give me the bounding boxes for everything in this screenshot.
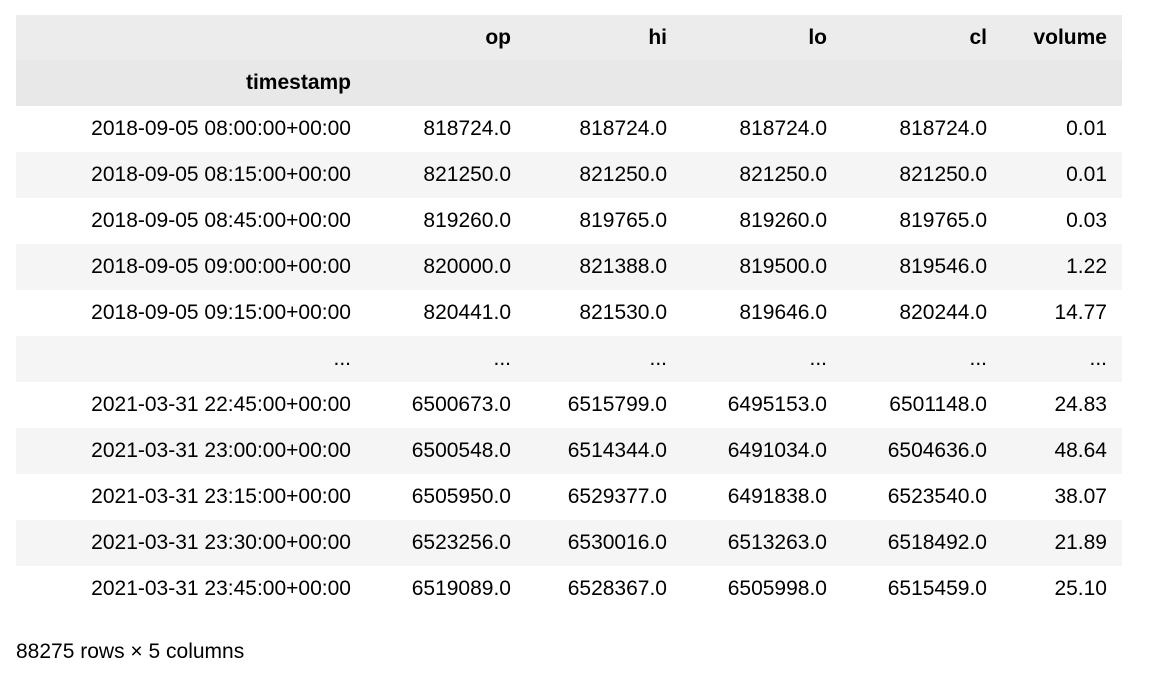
table-row: 2018-09-05 08:45:00+00:00 819260.0 819765.… [16, 198, 1122, 244]
lo-cell: 819500.0 [739, 255, 827, 278]
cl-cell: 6504636.0 [887, 439, 987, 462]
column-header-hi: hi [526, 15, 682, 60]
table-shape-footer: 88275 rows × 5 columns [16, 640, 245, 663]
table-row: 2018-09-05 08:15:00+00:00 821250.0 821250.… [16, 152, 1122, 198]
hi-cell: 818724.0 [579, 117, 667, 140]
volume-cell: 48.64 [1054, 439, 1107, 462]
op-cell: 820441.0 [423, 301, 511, 324]
op-cell: 6500673.0 [411, 393, 511, 416]
column-header-op: op [366, 15, 526, 60]
dataframe-table: op hi lo cl volume timestamp 2018-09-05 … [16, 15, 1122, 612]
lo-cell: 6495153.0 [727, 393, 827, 416]
timestamp-cell: ... [333, 347, 351, 370]
op-cell: 818724.0 [423, 117, 511, 140]
table-row: 2018-09-05 08:00:00+00:00 818724.0 818724.… [16, 106, 1122, 152]
column-header-lo: lo [682, 15, 842, 60]
op-cell: 6523256.0 [411, 531, 511, 554]
hi-cell: 6529377.0 [567, 485, 667, 508]
timestamp-cell: 2018-09-05 08:00:00+00:00 [91, 117, 351, 140]
volume-cell: 38.07 [1054, 485, 1107, 508]
cl-cell: 6501148.0 [889, 393, 987, 416]
op-cell: ... [493, 347, 511, 370]
lo-cell: 819646.0 [739, 301, 827, 324]
op-cell: 6500548.0 [411, 439, 511, 462]
cl-cell: 6523540.0 [887, 485, 987, 508]
timestamp-cell: 2018-09-05 09:00:00+00:00 [91, 255, 351, 278]
lo-cell: 821250.0 [739, 163, 827, 186]
volume-cell: 21.89 [1054, 531, 1107, 554]
cl-cell: 820244.0 [899, 301, 987, 324]
volume-cell: 25.10 [1054, 577, 1107, 600]
op-cell: 6505950.0 [411, 485, 511, 508]
volume-cell: ... [1089, 347, 1107, 370]
table-row: 2018-09-05 09:15:00+00:00 820441.0 821530.… [16, 290, 1122, 336]
table-row: 2021-03-31 22:45:00+00:00 6500673.0 651579… [16, 382, 1122, 428]
cl-cell: 821250.0 [899, 163, 987, 186]
index-corner-cell [16, 15, 366, 60]
timestamp-cell: 2018-09-05 09:15:00+00:00 [91, 301, 351, 324]
cl-cell: 819546.0 [899, 255, 987, 278]
cl-cell: 818724.0 [899, 117, 987, 140]
index-name-row: timestamp [16, 60, 1122, 106]
lo-cell: 6491838.0 [727, 485, 827, 508]
lo-cell: 818724.0 [739, 117, 827, 140]
timestamp-cell: 2021-03-31 23:45:00+00:00 [91, 577, 351, 600]
table-row: .................. [16, 336, 1122, 382]
lo-cell: 6513263.0 [727, 531, 827, 554]
hi-cell: 6530016.0 [567, 531, 667, 554]
cl-cell: 6515459.0 [887, 577, 987, 600]
hi-cell: 821530.0 [579, 301, 667, 324]
timestamp-cell: 2021-03-31 23:30:00+00:00 [91, 531, 351, 554]
hi-cell: 6514344.0 [567, 439, 667, 462]
volume-cell: 0.01 [1066, 163, 1107, 186]
table-body: 2018-09-05 08:00:00+00:00 818724.0 818724.… [16, 106, 1122, 612]
hi-cell: 819765.0 [579, 209, 667, 232]
cl-cell: 819765.0 [899, 209, 987, 232]
cl-cell: ... [969, 347, 987, 370]
volume-cell: 24.83 [1054, 393, 1107, 416]
op-cell: 819260.0 [423, 209, 511, 232]
lo-cell: 6505998.0 [727, 577, 827, 600]
lo-cell: ... [809, 347, 827, 370]
index-name: timestamp [16, 60, 366, 106]
volume-cell: 0.03 [1066, 209, 1107, 232]
hi-cell: 821388.0 [579, 255, 667, 278]
volume-cell: 14.77 [1054, 301, 1107, 324]
table-row: 2021-03-31 23:45:00+00:00 6519089.0 652836… [16, 566, 1122, 612]
op-cell: 6519089.0 [411, 577, 511, 600]
hi-cell: 821250.0 [579, 163, 667, 186]
table-row: 2021-03-31 23:15:00+00:00 6505950.0 652937… [16, 474, 1122, 520]
op-cell: 821250.0 [423, 163, 511, 186]
table-row: 2018-09-05 09:00:00+00:00 820000.0 821388.… [16, 244, 1122, 290]
table-row: 2021-03-31 23:00:00+00:00 6500548.0 651434… [16, 428, 1122, 474]
cl-cell: 6518492.0 [887, 531, 987, 554]
timestamp-cell: 2018-09-05 08:45:00+00:00 [91, 209, 351, 232]
lo-cell: 819260.0 [739, 209, 827, 232]
lo-cell: 6491034.0 [727, 439, 827, 462]
timestamp-cell: 2018-09-05 08:15:00+00:00 [91, 163, 351, 186]
hi-cell: 6515799.0 [567, 393, 667, 416]
timestamp-cell: 2021-03-31 23:00:00+00:00 [91, 439, 351, 462]
volume-cell: 1.22 [1066, 255, 1107, 278]
column-header-volume: volume [1002, 15, 1122, 60]
timestamp-cell: 2021-03-31 23:15:00+00:00 [91, 485, 351, 508]
table-row: 2021-03-31 23:30:00+00:00 6523256.0 653001… [16, 520, 1122, 566]
column-header-row: op hi lo cl volume [16, 15, 1122, 60]
hi-cell: 6528367.0 [567, 577, 667, 600]
hi-cell: ... [649, 347, 667, 370]
column-header-cl: cl [842, 15, 1002, 60]
op-cell: 820000.0 [423, 255, 511, 278]
volume-cell: 0.01 [1066, 117, 1107, 140]
timestamp-cell: 2021-03-31 22:45:00+00:00 [91, 393, 351, 416]
